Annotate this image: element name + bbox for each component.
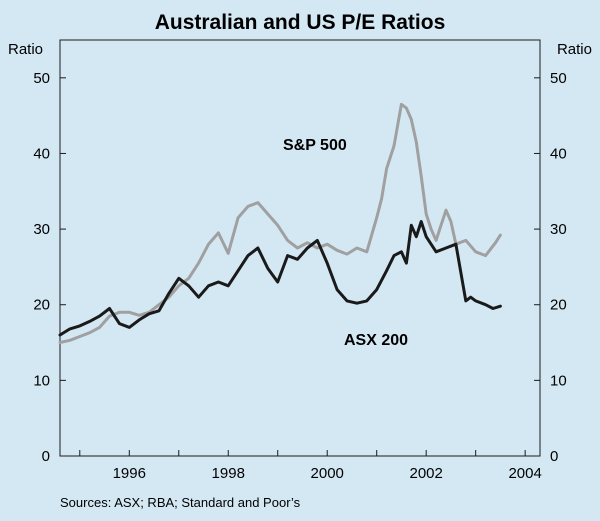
y-axis-label-left: Ratio xyxy=(8,41,43,58)
x-tick-label-2: 2000 xyxy=(311,465,344,482)
x-tick-label-0: 1996 xyxy=(113,465,146,482)
y-tick-label-left-2: 20 xyxy=(33,297,50,314)
chart-title: Australian and US P/E Ratios xyxy=(155,11,446,34)
y-tick-label-left-5: 50 xyxy=(33,70,50,87)
y-tick-label-left-3: 30 xyxy=(33,221,50,238)
source-note: Sources: ASX; RBA; Standard and Poor’s xyxy=(60,495,301,510)
y-tick-label-left-0: 0 xyxy=(42,448,50,465)
y-tick-label-right-4: 40 xyxy=(550,145,567,162)
y-tick-label-right-2: 20 xyxy=(550,297,567,314)
plot-frame xyxy=(59,39,541,457)
x-tick-label-4: 2004 xyxy=(508,465,541,482)
x-tick-label-1: 1998 xyxy=(212,465,245,482)
y-ticks-right: 0 10 20 30 40 50 xyxy=(534,70,567,465)
y-tick-label-right-3: 30 xyxy=(550,221,567,238)
series-line-s-p-500 xyxy=(58,102,502,344)
y-axis-label-right: Ratio xyxy=(557,41,592,58)
y-tick-label-left-4: 40 xyxy=(33,145,50,162)
y-tick-label-left-1: 10 xyxy=(33,372,50,389)
y-tick-label-right-0: 0 xyxy=(550,448,558,465)
y-tick-label-right-1: 10 xyxy=(550,372,567,389)
series-label-sp500: S&P 500 xyxy=(283,137,347,154)
y-ticks-left: 0 10 20 30 40 50 xyxy=(33,70,66,465)
x-ticks: 1996 1998 2000 2002 2004 xyxy=(79,450,542,482)
series-label-asx200: ASX 200 xyxy=(344,332,408,349)
series-line-asx-200 xyxy=(58,220,502,337)
series-lines xyxy=(58,102,502,344)
y-tick-label-right-5: 50 xyxy=(550,70,567,87)
x-tick-label-3: 2002 xyxy=(409,465,442,482)
